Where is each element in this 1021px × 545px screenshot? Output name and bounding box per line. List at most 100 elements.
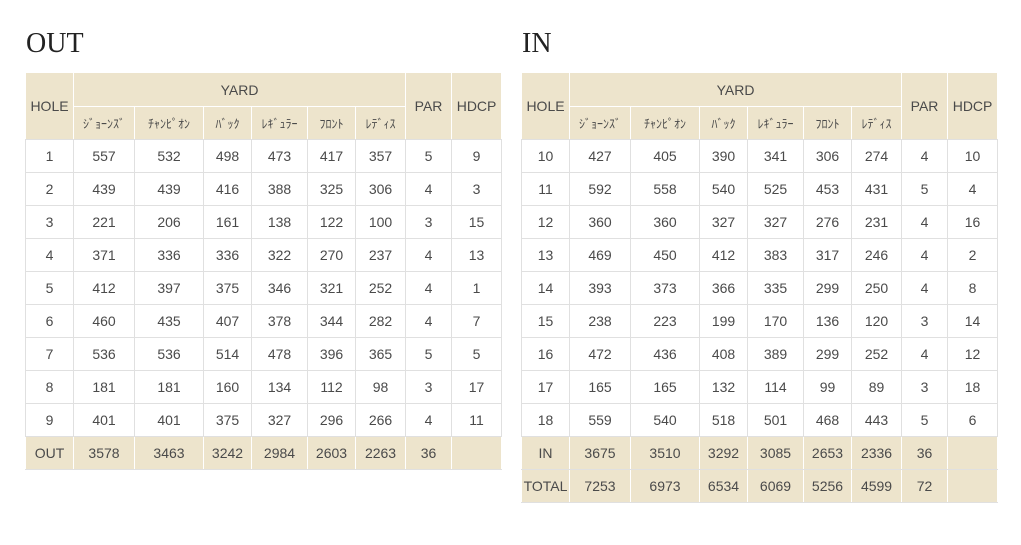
yard-cell: 136 [803,304,852,338]
total-par-cell: 72 [901,469,949,503]
total-yard-cell: 2603 [307,436,356,470]
hole-cell: 18 [521,403,570,437]
yard-cell: 393 [569,271,631,305]
yard-cell: 408 [699,337,748,371]
par-cell: 4 [901,337,949,371]
yard-cell: 360 [569,205,631,239]
hole-cell: 5 [25,271,74,305]
par-cell: 5 [405,139,453,173]
yard-cell: 450 [630,238,700,272]
yard-cell: 250 [850,271,903,305]
out-section: OUT HOLE YARD PAR HDCP ｼﾞｮｰﾝｽﾞ ﾁｬﾝﾋﾟｵﾝ ﾊ… [25,30,503,470]
hdcp-cell: 9 [451,139,503,173]
yard-cell: 431 [850,172,903,206]
hole-row: 10 427 405 390 341 306 274 4 10 [521,139,999,173]
yard-cell: 120 [850,304,903,338]
hole-cell: 11 [521,172,570,206]
yard-cell: 383 [747,238,804,272]
yard-cell: 322 [251,238,308,272]
yard-cell: 407 [203,304,252,338]
hole-row: 18 559 540 518 501 468 443 5 6 [521,403,999,437]
total-row: TOTAL 7253 6973 6534 6069 5256 4599 72 [521,469,999,503]
hole-row: 14 393 373 366 335 299 250 4 8 [521,271,999,305]
tee-header-front: ﾌﾛﾝﾄ [803,106,852,140]
hole-header: HOLE [25,72,74,140]
hdcp-cell: 3 [451,172,503,206]
yard-cell: 532 [134,139,204,173]
hdcp-cell: 7 [451,304,503,338]
par-cell: 3 [901,304,949,338]
par-cell: 3 [901,370,949,404]
par-cell: 4 [405,403,453,437]
hdcp-cell: 12 [947,337,999,371]
yard-cell: 270 [307,238,356,272]
yard-cell: 221 [73,205,135,239]
hole-row: 12 360 360 327 327 276 231 4 16 [521,205,999,239]
yard-cell: 388 [251,172,308,206]
hdcp-cell: 17 [451,370,503,404]
total-yard-cell: 6069 [747,469,804,503]
par-cell: 4 [405,271,453,305]
yard-cell: 371 [73,238,135,272]
yard-cell: 390 [699,139,748,173]
yard-cell: 165 [569,370,631,404]
yard-cell: 344 [307,304,356,338]
tee-header-champion: ﾁｬﾝﾋﾟｵﾝ [630,106,700,140]
hdcp-cell: 1 [451,271,503,305]
total-label-cell: OUT [25,436,74,470]
hdcp-cell: 11 [451,403,503,437]
hole-row: 16 472 436 408 389 299 252 4 12 [521,337,999,371]
yard-cell: 274 [850,139,903,173]
yard-cell: 501 [747,403,804,437]
total-yard-cell: 2336 [850,436,903,470]
tee-header-row: ｼﾞｮｰﾝｽﾞ ﾁｬﾝﾋﾟｵﾝ ﾊﾞｯｸ ﾚｷﾞｭﾗｰ ﾌﾛﾝﾄ ﾚﾃﾞｨｽ [26,106,502,140]
in-title: IN [522,28,552,59]
yard-cell: 160 [203,370,252,404]
yard-cell: 435 [134,304,204,338]
hole-cell: 13 [521,238,570,272]
yard-cell: 282 [354,304,407,338]
yard-cell: 375 [203,271,252,305]
tee-header-regular: ﾚｷﾞｭﾗｰ [251,106,308,140]
yard-cell: 170 [747,304,804,338]
yard-cell: 473 [251,139,308,173]
yard-cell: 357 [354,139,407,173]
yard-cell: 99 [803,370,852,404]
par-header: PAR [405,72,453,140]
yard-cell: 557 [73,139,135,173]
yard-cell: 114 [747,370,804,404]
total-yard-cell: 4599 [850,469,903,503]
hole-row: 17 165 165 132 114 99 89 3 18 [521,370,999,404]
yard-cell: 341 [747,139,804,173]
total-yard-cell: 3675 [569,436,631,470]
total-row: OUT 3578 3463 3242 2984 2603 2263 36 [25,436,503,470]
yard-cell: 443 [850,403,903,437]
par-header: PAR [901,72,949,140]
total-par-cell: 36 [901,436,949,470]
hole-row: 13 469 450 412 383 317 246 4 2 [521,238,999,272]
yard-cell: 246 [850,238,903,272]
hole-cell: 3 [25,205,74,239]
par-cell: 4 [901,238,949,272]
header-row: HOLE YARD PAR HDCP [25,72,503,140]
hdcp-cell: 10 [947,139,999,173]
yard-cell: 389 [747,337,804,371]
hdcp-header: HDCP [947,72,999,140]
total-yard-cell: 7253 [569,469,631,503]
yard-cell: 181 [73,370,135,404]
yard-cell: 327 [699,205,748,239]
yard-cell: 325 [307,172,356,206]
yard-cell: 266 [354,403,407,437]
yard-cell: 335 [747,271,804,305]
yard-cell: 100 [354,205,407,239]
hole-row: 3 221 206 161 138 122 100 3 15 [25,205,503,239]
hdcp-cell: 2 [947,238,999,272]
hole-row: 15 238 223 199 170 136 120 3 14 [521,304,999,338]
yard-cell: 416 [203,172,252,206]
yard-cell: 181 [134,370,204,404]
hole-cell: 15 [521,304,570,338]
yard-cell: 378 [251,304,308,338]
yard-cell: 366 [699,271,748,305]
yard-cell: 412 [699,238,748,272]
